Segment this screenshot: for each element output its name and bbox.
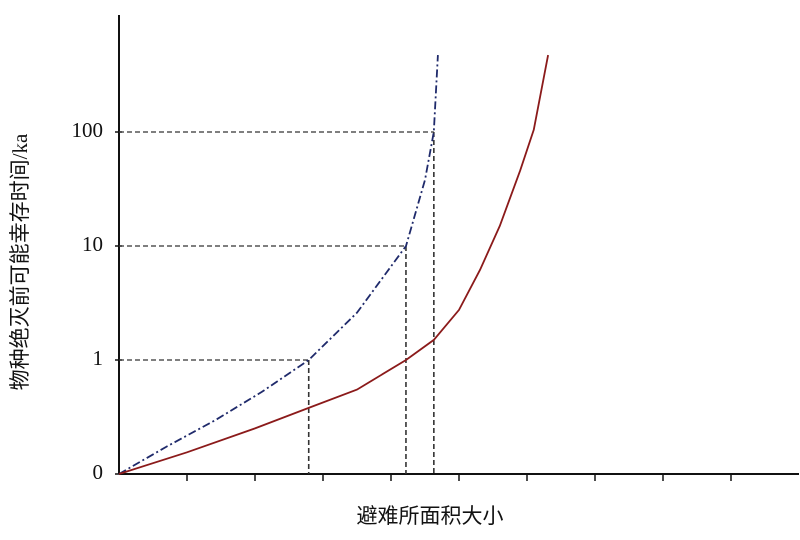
y-tick-label: 100 (72, 118, 104, 142)
y-axis-label: 物种绝灭前可能幸存时间/ka (8, 133, 32, 390)
y-tick-label: 10 (82, 232, 103, 256)
y-tick-label: 0 (93, 460, 104, 484)
x-axis-label: 避难所面积大小 (357, 504, 504, 528)
series-line (118, 54, 549, 475)
y-tick-label: 1 (93, 346, 104, 370)
series-line (118, 55, 439, 475)
